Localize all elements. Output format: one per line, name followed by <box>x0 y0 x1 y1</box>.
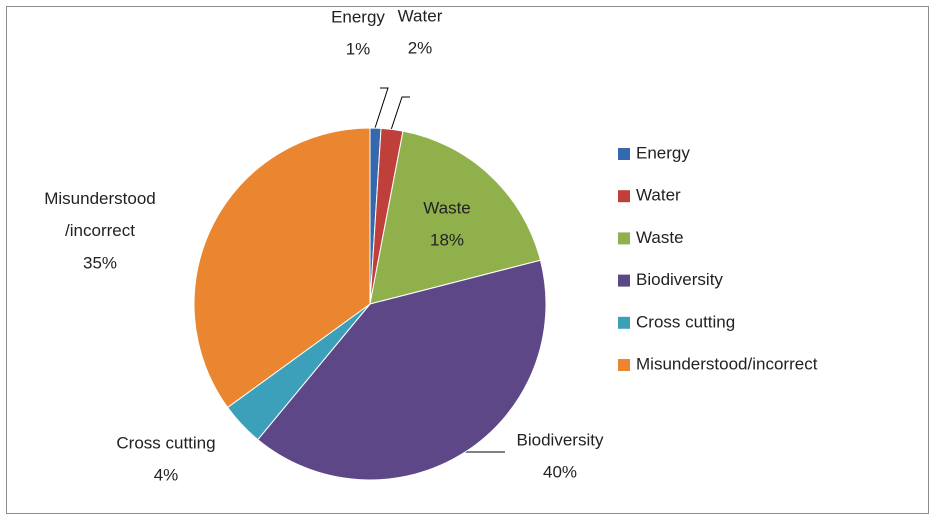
legend-label: Waste <box>636 228 684 247</box>
pie-slice <box>369 130 542 305</box>
legend-label: Misunderstood/incorrect <box>636 354 818 373</box>
legend-swatch <box>618 274 630 287</box>
legend-label: Biodiversity <box>636 270 723 289</box>
data-label-category: Misunderstood/incorrect <box>44 189 156 240</box>
legend-swatch <box>618 232 630 245</box>
legend-swatch <box>618 359 630 371</box>
data-label-category: Cross cutting <box>116 433 215 452</box>
leader-line <box>374 87 389 129</box>
pie-slice <box>257 259 547 481</box>
data-label-value: 40% <box>543 462 577 481</box>
legend-swatch <box>618 148 630 160</box>
legend-label: Energy <box>636 143 690 162</box>
data-label-value: 2% <box>408 38 433 57</box>
data-label-value: 1% <box>346 39 371 58</box>
legend-swatch <box>618 316 630 329</box>
data-label-category: Energy <box>331 7 385 26</box>
data-label-value: 4% <box>154 465 179 484</box>
data-label-category: Waste <box>423 198 471 217</box>
data-label-category: Water <box>398 6 443 25</box>
legend-swatch <box>618 190 630 203</box>
legend-label: Cross cutting <box>636 312 735 331</box>
legend-label: Water <box>636 186 681 205</box>
pie-slice <box>193 127 371 409</box>
leader-line <box>390 96 410 131</box>
data-label-value: 18% <box>430 230 464 249</box>
data-label-value: 35% <box>83 253 117 272</box>
data-label-category: Biodiversity <box>517 430 604 449</box>
